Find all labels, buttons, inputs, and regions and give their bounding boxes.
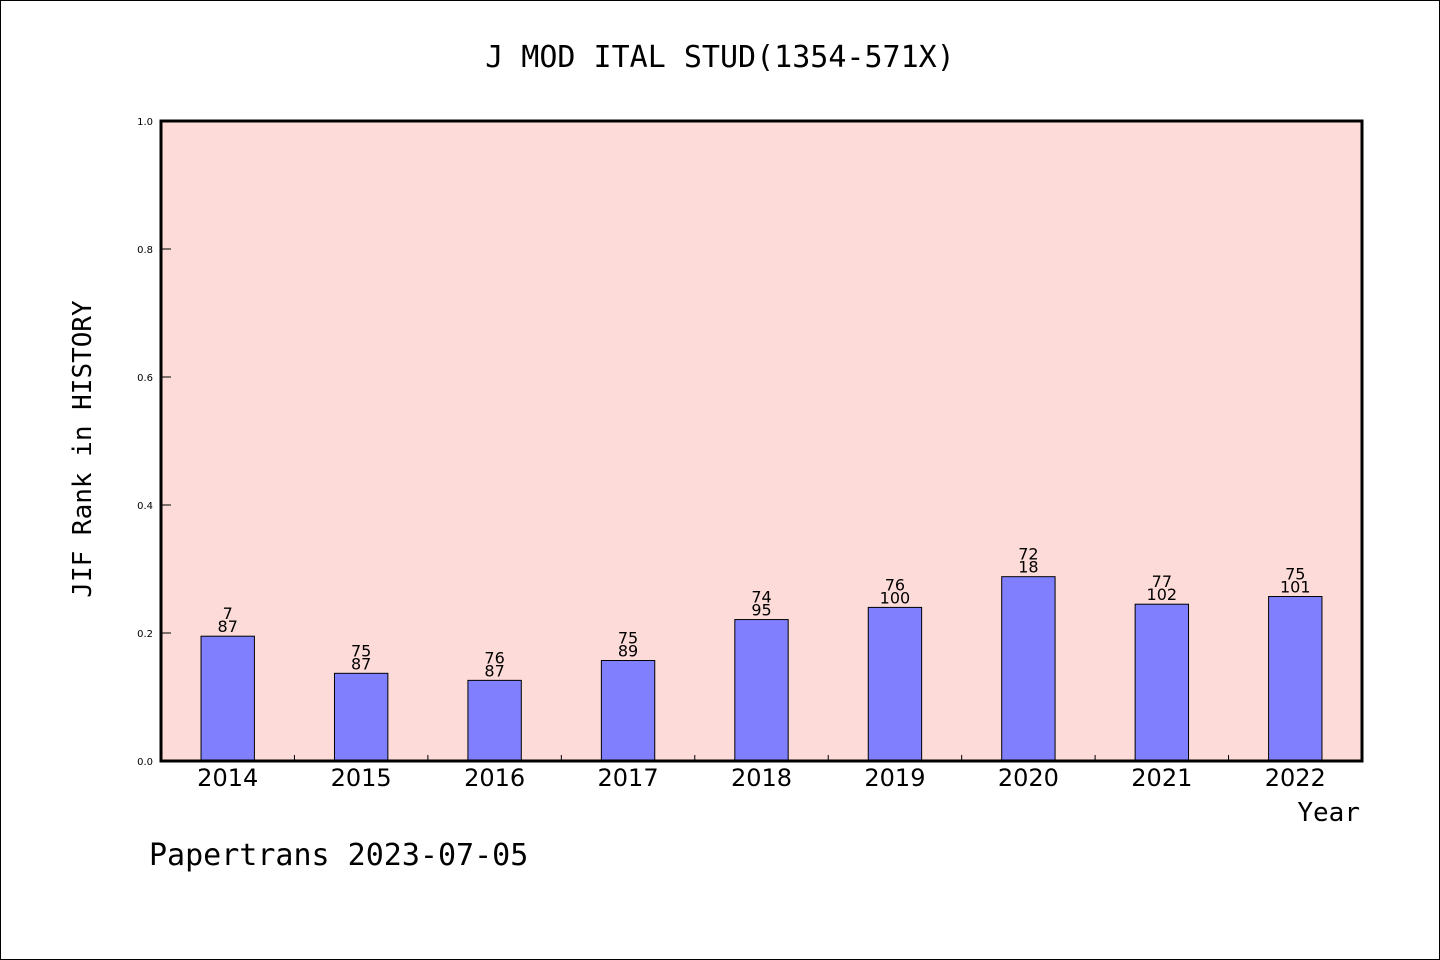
bar-label-2019-1: 76: [885, 575, 905, 594]
bar-label-2017-2: 89: [618, 642, 638, 661]
bar-label-2014-1: 7: [223, 604, 233, 623]
x-axis-label: Year: [1297, 798, 1360, 828]
bar-2015: [333, 672, 389, 762]
y-tick-label-0.6: 0.6: [137, 373, 153, 384]
bar-2021: [1134, 603, 1190, 762]
bar-label-2014-2: 87: [218, 617, 238, 636]
x-tick-label-2019: 2019: [864, 764, 925, 792]
y-axis-label: JIF Rank in HISTORY: [68, 300, 98, 598]
bar-label-2016-1: 76: [484, 648, 504, 667]
bar-2014: [200, 635, 255, 762]
y-tick-label-1.0: 1.0: [137, 117, 153, 128]
plot-frame: [159, 119, 1364, 763]
x-axis-ticks: 2014 2015 2016 2017 2018 2019 2020 2021 2022: [197, 755, 1326, 792]
bar-label-2021-2: 102: [1147, 585, 1178, 604]
x-tick-label-2015: 2015: [331, 764, 392, 792]
x-tick-label-2014: 2014: [197, 764, 258, 792]
bar-2020: [1001, 576, 1056, 762]
y-tick-label-0.4: 0.4: [137, 501, 153, 512]
x-tick-label-2017: 2017: [598, 764, 659, 792]
y-tick-label-0.2: 0.2: [137, 629, 153, 640]
bar-label-2020-2: 18: [1018, 558, 1038, 577]
x-tick-label-2018: 2018: [731, 764, 792, 792]
x-tick-label-2020: 2020: [998, 764, 1059, 792]
y-tick-label-0.0: 0.0: [137, 757, 153, 768]
bar-label-2018-1: 74: [751, 588, 771, 607]
bar-label-2018-2: 95: [751, 601, 771, 620]
bar-label-2015-1: 75: [351, 641, 371, 660]
bar-label-2020-1: 72: [1018, 545, 1038, 564]
bars-layer: [200, 576, 1323, 762]
bar-label-2019-2: 100: [880, 588, 911, 607]
x-tick-label-2021: 2021: [1131, 764, 1192, 792]
footer-credit: Papertrans 2023-07-05: [149, 838, 528, 873]
bar-label-2022-1: 75: [1285, 565, 1305, 584]
chart-title: J MOD ITAL STUD(1354-571X): [485, 40, 955, 75]
bar-2017: [600, 660, 656, 762]
bar-2016: [467, 679, 522, 762]
bar-2018: [734, 619, 789, 762]
y-tick-label-0.8: 0.8: [137, 245, 153, 256]
x-tick-label-2022: 2022: [1265, 764, 1326, 792]
bar-label-2017-1: 75: [618, 629, 638, 648]
bar-label-2016-2: 87: [484, 661, 504, 680]
bar-2019: [867, 606, 923, 762]
bar-label-2022-2: 101: [1280, 578, 1311, 597]
bar-label-2021-1: 77: [1152, 572, 1172, 591]
bar-label-2015-2: 87: [351, 654, 371, 673]
bar-2022: [1268, 596, 1323, 762]
x-tick-label-2016: 2016: [464, 764, 525, 792]
